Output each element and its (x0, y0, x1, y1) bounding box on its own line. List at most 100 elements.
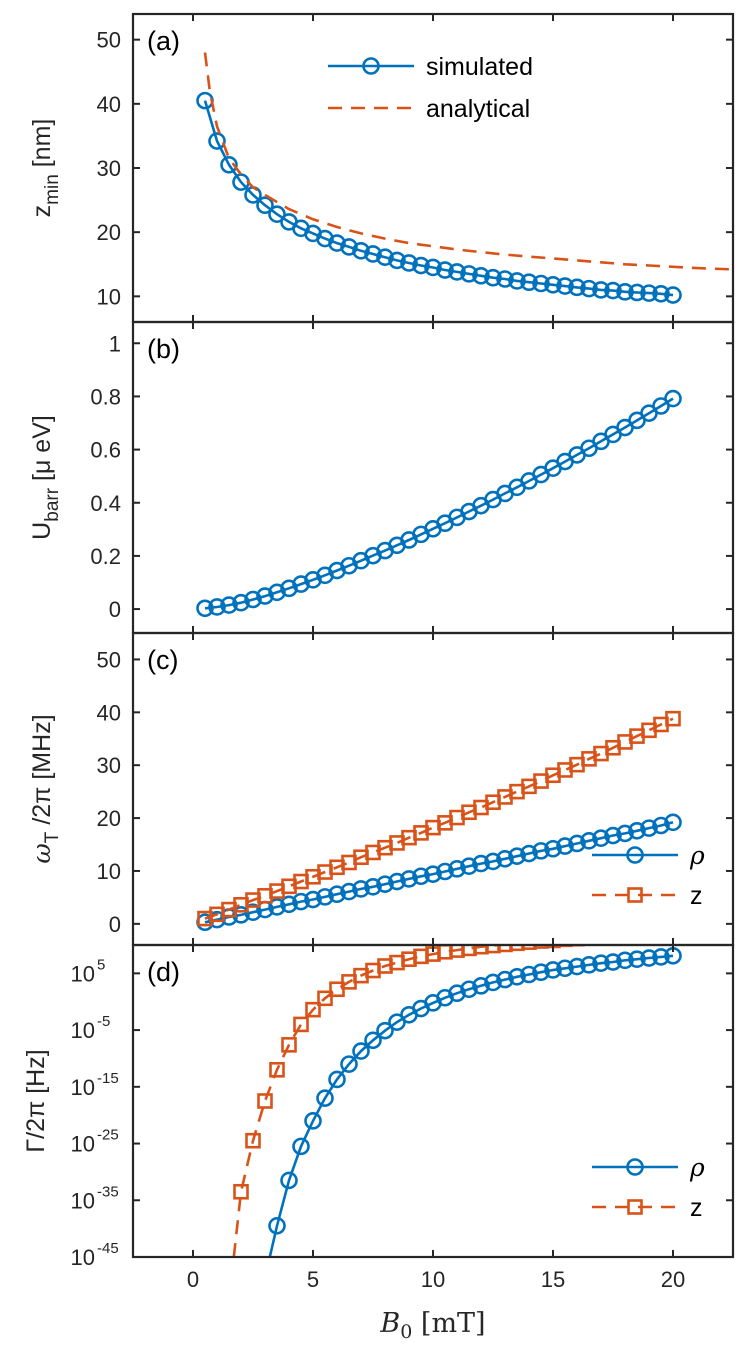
data-point-d (364, 1031, 382, 1050)
ytick-label-d: 10 (71, 1018, 95, 1043)
data-point-d (655, 928, 668, 941)
plot-area-d (232, 928, 682, 1257)
ylabel-d: Γ/2π [Hz] (22, 1049, 50, 1152)
xtick-label: 15 (541, 1267, 565, 1292)
data-point-d (281, 1037, 297, 1053)
plot-area-a (196, 52, 733, 304)
ytick-label-d: 10 (71, 1245, 95, 1270)
data-point-c (412, 867, 430, 886)
ytick-label-d: 10 (71, 961, 95, 986)
legend-d: ρz (592, 1153, 705, 1222)
data-point-c (556, 837, 574, 855)
ytick-exp-d: -15 (97, 1070, 119, 1087)
data-point-a (448, 263, 466, 281)
data-point-a (496, 270, 514, 288)
data-point-d (460, 980, 478, 999)
plot-area-b (196, 389, 682, 618)
data-point-d (352, 1042, 370, 1060)
data-point-c (472, 854, 490, 873)
data-point-a (340, 238, 358, 256)
ytick-label-b: 0 (109, 597, 121, 622)
data-point-a (268, 205, 286, 223)
xtick-label: 20 (661, 1267, 685, 1292)
data-point-d (509, 945, 525, 952)
data-point-d (521, 945, 537, 950)
ytick-label-d: 10 (71, 1188, 95, 1213)
data-point-d (304, 1112, 322, 1130)
data-point-a (604, 281, 622, 300)
data-point-a (460, 265, 478, 283)
data-point-d (257, 1093, 273, 1109)
data-point-d (293, 1016, 309, 1033)
data-point-c (280, 895, 298, 914)
data-point-c (328, 885, 346, 904)
data-point-d (520, 965, 538, 984)
ytick-label-d: 10 (71, 1075, 95, 1100)
data-point-c (376, 875, 394, 893)
ytick-label-c: 40 (97, 700, 121, 725)
data-point-d (496, 970, 514, 989)
data-point-d (233, 1183, 249, 1200)
data-point-c (665, 710, 681, 727)
data-point-a (628, 283, 646, 302)
xtick-label: 10 (421, 1267, 445, 1292)
data-point-d (568, 957, 586, 976)
data-point-c (448, 860, 466, 878)
data-point-a (520, 273, 538, 292)
legend-label-c: z (690, 882, 703, 910)
data-point-a (508, 272, 526, 290)
data-point-a (652, 284, 670, 303)
legend-marker-d (626, 1158, 644, 1176)
series-line-d-z (232, 945, 513, 1257)
ytick-label-a: 30 (97, 156, 121, 181)
data-point-a (532, 274, 550, 293)
data-point-c (508, 847, 526, 865)
ylabel-c: ωT /2π [MHz] (27, 714, 63, 863)
ytick-label-b: 0.4 (90, 491, 121, 516)
xtick-label: 5 (307, 1267, 319, 1292)
data-point-c (316, 888, 334, 906)
data-point-a (232, 173, 250, 191)
data-point-c (616, 824, 634, 843)
legend-marker-c (627, 887, 643, 903)
data-point-c (640, 819, 658, 837)
data-point-b (292, 575, 310, 593)
legend-label-d: ρ (689, 1153, 705, 1182)
data-point-d (497, 945, 513, 953)
panel-b: 0 0.2 0.4 0.6 0.8 1 (b) Ubarr [μ eV] (28, 320, 735, 635)
data-point-d (604, 953, 622, 971)
ytick-label-a: 40 (97, 92, 121, 117)
ytick-exp-d: -5 (97, 1013, 110, 1030)
series-line-a-analytical (203, 52, 733, 271)
data-point-a (220, 155, 238, 174)
data-point-a (208, 132, 226, 150)
axes-box-d (131, 943, 735, 1259)
data-point-a (616, 283, 634, 301)
ytick-label-a: 20 (97, 220, 121, 245)
data-point-d (317, 990, 333, 1007)
data-point-d (607, 931, 620, 944)
data-point-a (556, 277, 574, 295)
legend-label-c: ρ (689, 841, 705, 870)
data-point-c (484, 852, 502, 871)
data-point-a (436, 261, 454, 279)
data-point-d (652, 948, 670, 966)
panel-a: 10 20 30 40 50 (a) zmin [nm] simulated analytica… (28, 12, 735, 324)
data-point-d (328, 1070, 346, 1089)
data-point-c (628, 821, 646, 840)
data-point-b (208, 598, 226, 616)
data-point-d (472, 977, 490, 995)
data-point-d (544, 961, 562, 979)
data-point-d (557, 945, 573, 948)
legend-marker-c (626, 846, 644, 864)
axes-box-c (131, 631, 735, 947)
legend-label-d: z (690, 1194, 703, 1222)
ytick-label-b: 0.8 (90, 384, 121, 409)
panel-label-a: (a) (147, 26, 180, 56)
panel-label-b: (b) (147, 334, 180, 364)
data-point-c (388, 872, 406, 891)
data-point-d (643, 929, 656, 942)
x-axis-label: B0 [mT] (379, 1308, 485, 1343)
data-point-a (328, 234, 346, 252)
